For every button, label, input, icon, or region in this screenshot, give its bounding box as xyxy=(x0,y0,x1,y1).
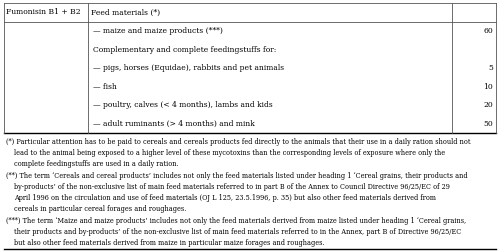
Text: (***) The term ‘Maize and maize products’ includes not only the feed materials d: (***) The term ‘Maize and maize products… xyxy=(6,217,466,225)
Text: 20: 20 xyxy=(483,101,493,109)
Text: 5: 5 xyxy=(488,64,493,72)
Text: (**) The term ‘Cereals and cereal products’ includes not only the feed materials: (**) The term ‘Cereals and cereal produc… xyxy=(6,172,468,180)
Text: April 1996 on the circulation and use of feed materials (OJ L 125, 23.5.1996, p.: April 1996 on the circulation and use of… xyxy=(14,194,436,202)
Text: by-products’ of the non-exclusive list of main feed materials referred to in par: by-products’ of the non-exclusive list o… xyxy=(14,183,450,191)
Text: their products and by-products’ of the non-exclusive list of main feed materials: their products and by-products’ of the n… xyxy=(14,228,461,236)
Text: Fumonisin B1 + B2: Fumonisin B1 + B2 xyxy=(6,9,80,16)
Text: Feed materials (*): Feed materials (*) xyxy=(91,9,160,16)
Text: — maize and maize products (***): — maize and maize products (***) xyxy=(93,27,223,35)
Text: — adult ruminants (> 4 months) and mink: — adult ruminants (> 4 months) and mink xyxy=(93,120,255,128)
Text: 50: 50 xyxy=(483,120,493,128)
Text: Complementary and complete feedingstuffs for:: Complementary and complete feedingstuffs… xyxy=(93,46,276,54)
Text: lead to the animal being exposed to a higher level of these mycotoxins than the : lead to the animal being exposed to a hi… xyxy=(14,149,445,157)
Text: complete feedingstuffs are used in a daily ration.: complete feedingstuffs are used in a dai… xyxy=(14,160,178,168)
Text: but also other feed materials derived from maize in particular maize forages and: but also other feed materials derived fr… xyxy=(14,239,324,247)
Text: — pigs, horses (Equidae), rabbits and pet animals: — pigs, horses (Equidae), rabbits and pe… xyxy=(93,64,284,72)
Text: — poultry, calves (< 4 months), lambs and kids: — poultry, calves (< 4 months), lambs an… xyxy=(93,101,273,109)
Text: (*) Particular attention has to be paid to cereals and cereals products fed dire: (*) Particular attention has to be paid … xyxy=(6,138,470,146)
Text: cereals in particular cereal forages and roughages.: cereals in particular cereal forages and… xyxy=(14,205,186,213)
Text: 10: 10 xyxy=(483,83,493,91)
Text: 60: 60 xyxy=(483,27,493,35)
Text: — fish: — fish xyxy=(93,83,117,91)
